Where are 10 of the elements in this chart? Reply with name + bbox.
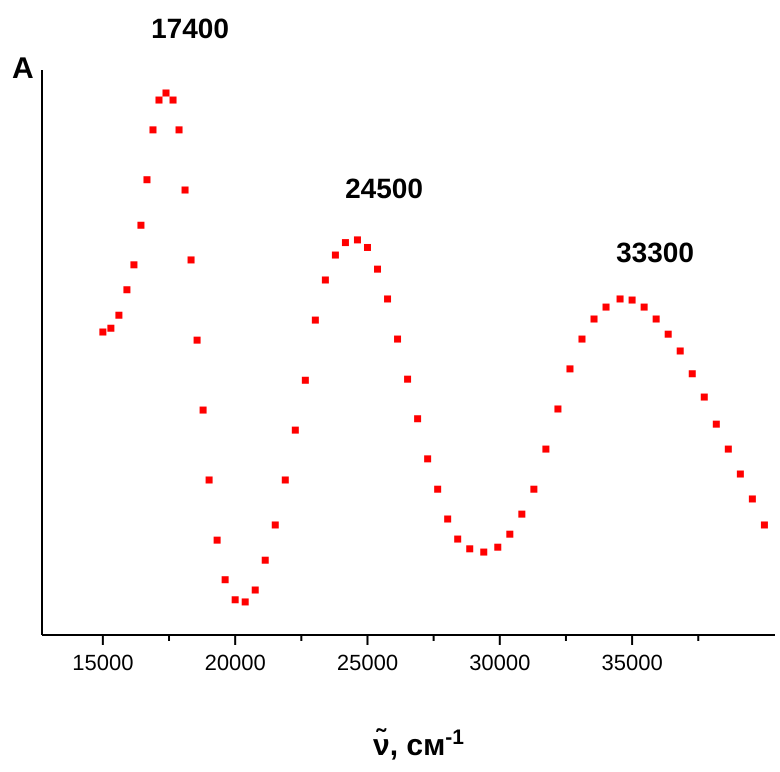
x-tick-label: 15000 bbox=[72, 650, 134, 675]
y-axis-title: A bbox=[12, 52, 34, 85]
x-axis-title: ν̃, см$^{-1}$ bbox=[373, 726, 464, 762]
x-tick-label: 35000 bbox=[602, 650, 663, 675]
x-tick-label: 20000 bbox=[204, 650, 266, 675]
annotation: 33300 bbox=[616, 237, 694, 268]
x-tick-label: 25000 bbox=[336, 650, 398, 675]
text: 17400 bbox=[151, 13, 229, 44]
x-tick-label: 30000 bbox=[469, 650, 530, 675]
annotation: 24500 bbox=[345, 173, 423, 204]
